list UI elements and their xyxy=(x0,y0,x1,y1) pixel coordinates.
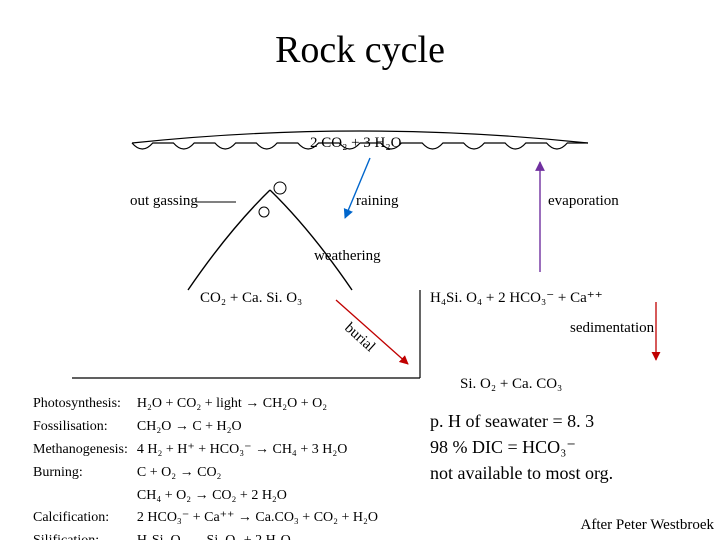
reaction-eq: H₂O + CO₂ + light → CH₂O + O₂ xyxy=(136,394,379,415)
reaction-name: Silification: xyxy=(32,531,134,540)
weath-reagents-label: CO₂ + Ca. Si. O₃ xyxy=(200,290,302,307)
cloud-formula-label: 2 CO₂ + 3 H₂O xyxy=(310,135,401,152)
reaction-eq: CH₂O → C + H₂O xyxy=(136,417,379,438)
sedimentation-label: sedimentation xyxy=(570,320,654,337)
reaction-name: Calcification: xyxy=(32,508,134,529)
reaction-eq: C + O₂ → CO₂ xyxy=(136,463,379,484)
reaction-name: Fossilisation: xyxy=(32,417,134,438)
seawater-line3: not available to most org. xyxy=(430,460,613,486)
reaction-eq: CH₄ + O₂ → CO₂ + 2 H₂O xyxy=(136,486,379,507)
reaction-eq: 4 H₂ + H⁺ + HCO₃⁻ → CH₄ + 3 H₂O xyxy=(136,440,379,461)
credit-text: After Peter Westbroek xyxy=(581,517,714,534)
evaporation-label: evaporation xyxy=(548,193,619,210)
weathering-label: weathering xyxy=(314,248,381,265)
seawater-notes: p. H of seawater = 8. 3 98 % DIC = HCO₃⁻… xyxy=(430,408,613,486)
outgassing-label: out gassing xyxy=(130,193,198,210)
seawater-line2: 98 % DIC = HCO₃⁻ xyxy=(430,434,613,460)
seawater-line1: p. H of seawater = 8. 3 xyxy=(430,408,613,434)
reaction-eq: H₄Si. O₄ → Si. O₂ + 2 H₂O xyxy=(136,531,379,540)
sediment-formula-label: Si. O₂ + Ca. CO₃ xyxy=(460,376,562,393)
raining-label: raining xyxy=(356,193,399,210)
reaction-name: Burning: xyxy=(32,463,134,484)
reactions-table: Photosynthesis:H₂O + CO₂ + light → CH₂O … xyxy=(30,392,381,540)
reaction-name xyxy=(32,486,134,507)
reaction-name: Photosynthesis: xyxy=(32,394,134,415)
weath-products-label: H₄Si. O₄ + 2 HCO₃⁻ + Ca⁺⁺ xyxy=(430,290,603,307)
reaction-eq: 2 HCO₃⁻ + Ca⁺⁺ → Ca.CO₃ + CO₂ + H₂O xyxy=(136,508,379,529)
reaction-name: Methanogenesis: xyxy=(32,440,134,461)
